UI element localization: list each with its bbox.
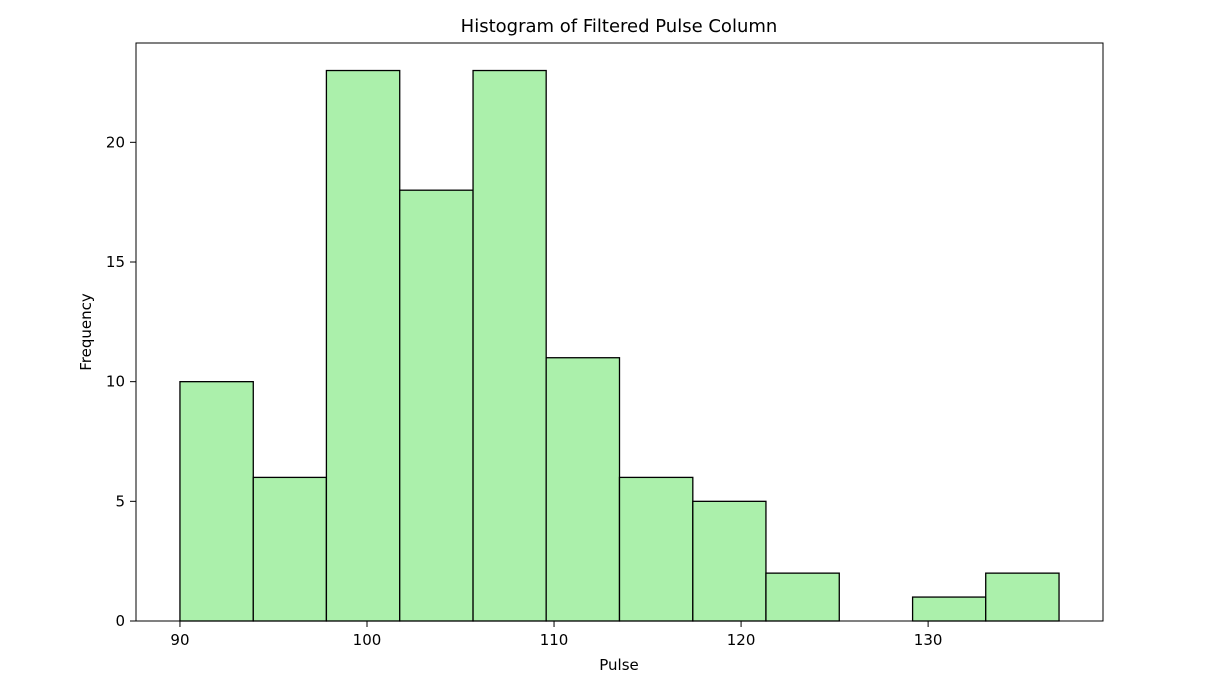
histogram-bar-2 [325,69,401,622]
histogram-bars [179,69,1060,622]
y-tick-label: 20 [106,133,125,151]
histogram-bar-6 [618,476,694,622]
y-tick-label: 0 [115,612,125,630]
x-tick-label: 130 [914,631,943,649]
histogram-bar-1 [252,476,328,622]
x-tick-label: 100 [353,631,382,649]
y-axis-label: Frequency [77,293,95,371]
x-tick-label: 90 [170,631,189,649]
histogram-bar-4 [472,69,547,622]
x-tick-label: 110 [540,631,569,649]
x-tick-label: 120 [727,631,756,649]
chart-title: Histogram of Filtered Pulse Column [461,16,778,37]
histogram-bar-7 [692,500,767,622]
y-axis: 0 5 10 15 20 [106,133,136,630]
x-axis: 90 100 110 120 130 [170,621,942,649]
y-tick-label: 5 [115,492,125,510]
histogram-bar-11 [985,572,1060,622]
plot-frame [135,42,1104,622]
histogram-bar-10 [911,596,987,622]
histogram-bar-3 [399,189,474,622]
histogram-bar-8 [765,572,840,622]
y-tick-label: 15 [106,253,125,271]
histogram-bar-0 [179,381,254,622]
x-axis-label: Pulse [599,656,639,674]
y-tick-label: 10 [106,373,125,391]
histogram-bar-5 [545,357,621,622]
